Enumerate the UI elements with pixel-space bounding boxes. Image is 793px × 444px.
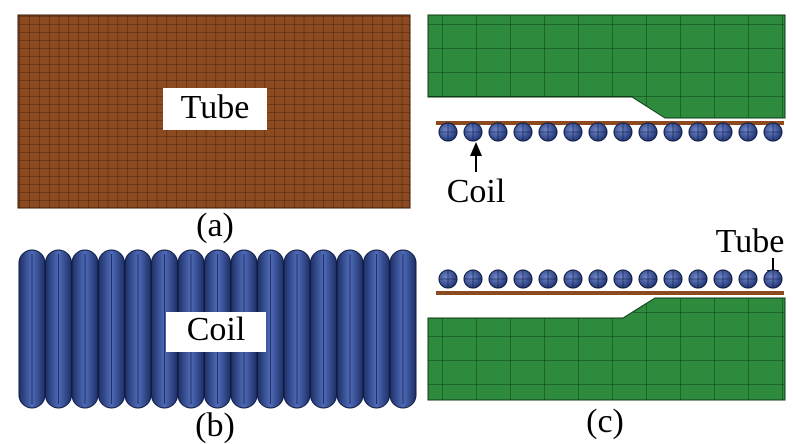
coil-section bbox=[439, 123, 782, 141]
caption: (b) bbox=[195, 407, 235, 444]
tube-strip bbox=[436, 121, 784, 125]
die-mesh bbox=[428, 298, 785, 400]
label: Tube bbox=[181, 89, 250, 126]
coil-section bbox=[439, 270, 782, 288]
die-mesh bbox=[428, 15, 785, 118]
caption: (c) bbox=[586, 403, 624, 440]
figure: Tube (a) Coil (b) Coil Tube (c) bbox=[0, 0, 793, 444]
label: Coil bbox=[187, 311, 246, 348]
label: Coil bbox=[447, 173, 506, 210]
caption: (a) bbox=[196, 207, 234, 244]
arrow-head bbox=[470, 142, 482, 156]
tube-strip bbox=[436, 291, 784, 295]
label: Tube bbox=[716, 223, 785, 260]
